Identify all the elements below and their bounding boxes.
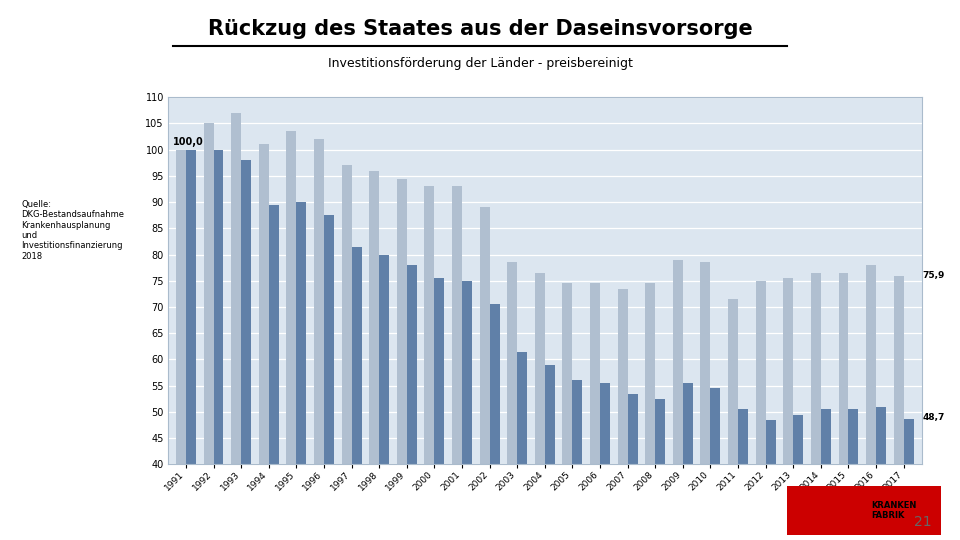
Bar bbox=[701, 262, 710, 540]
Bar bbox=[351, 247, 362, 540]
Text: KRANKEN
FABRIK: KRANKEN FABRIK bbox=[872, 501, 917, 520]
Bar bbox=[490, 305, 499, 540]
Bar bbox=[903, 418, 914, 540]
Bar bbox=[563, 284, 572, 540]
Bar bbox=[462, 281, 472, 540]
Bar bbox=[259, 144, 269, 540]
Bar bbox=[738, 409, 748, 540]
Bar bbox=[286, 131, 297, 540]
Text: Rückzug des Staates aus der Daseinsvorsorge: Rückzug des Staates aus der Daseinsvorso… bbox=[207, 19, 753, 39]
Bar bbox=[866, 265, 876, 540]
Bar bbox=[793, 415, 804, 540]
Bar bbox=[683, 383, 693, 540]
Bar bbox=[269, 205, 278, 540]
Text: 75,9: 75,9 bbox=[923, 271, 945, 280]
Bar bbox=[849, 409, 858, 540]
Bar bbox=[766, 420, 776, 540]
Text: Quelle:
DKG-Bestandsaufnahme
Krankenhausplanung
und
Investitionsfinanzierung
201: Quelle: DKG-Bestandsaufnahme Krankenhaus… bbox=[21, 200, 124, 261]
Bar bbox=[176, 150, 186, 540]
Bar bbox=[838, 273, 849, 540]
Bar bbox=[590, 284, 600, 540]
Bar bbox=[407, 265, 417, 540]
Bar bbox=[645, 284, 656, 540]
Bar bbox=[434, 278, 444, 540]
Text: 48,7: 48,7 bbox=[923, 413, 945, 422]
Bar bbox=[379, 254, 389, 540]
Bar bbox=[894, 276, 903, 540]
Bar bbox=[544, 364, 555, 540]
Bar bbox=[617, 289, 628, 540]
Bar bbox=[452, 186, 462, 540]
Bar bbox=[241, 160, 252, 540]
Bar bbox=[673, 260, 683, 540]
Bar bbox=[480, 207, 490, 540]
Bar bbox=[507, 262, 517, 540]
Bar bbox=[756, 281, 766, 540]
Bar bbox=[783, 278, 793, 540]
Bar bbox=[517, 352, 527, 540]
Bar bbox=[342, 165, 351, 540]
Bar bbox=[204, 124, 213, 540]
Text: 21: 21 bbox=[914, 515, 931, 529]
Bar bbox=[424, 186, 434, 540]
Bar bbox=[186, 150, 196, 540]
Bar bbox=[728, 299, 738, 540]
Text: Investitionsförderung der Länder - preisbereinigt: Investitionsförderung der Länder - preis… bbox=[327, 57, 633, 70]
Text: 100,0: 100,0 bbox=[173, 138, 204, 147]
Bar bbox=[811, 273, 821, 540]
Bar bbox=[370, 171, 379, 540]
Bar bbox=[821, 409, 830, 540]
Bar bbox=[656, 399, 665, 540]
Bar bbox=[324, 215, 334, 540]
Bar bbox=[314, 139, 324, 540]
Bar bbox=[628, 394, 637, 540]
Bar bbox=[231, 113, 241, 540]
Bar bbox=[297, 202, 306, 540]
Bar bbox=[876, 407, 886, 540]
Bar bbox=[710, 388, 720, 540]
Bar bbox=[396, 179, 407, 540]
Bar bbox=[600, 383, 610, 540]
Bar bbox=[535, 273, 544, 540]
Bar bbox=[213, 150, 224, 540]
Bar bbox=[572, 381, 583, 540]
